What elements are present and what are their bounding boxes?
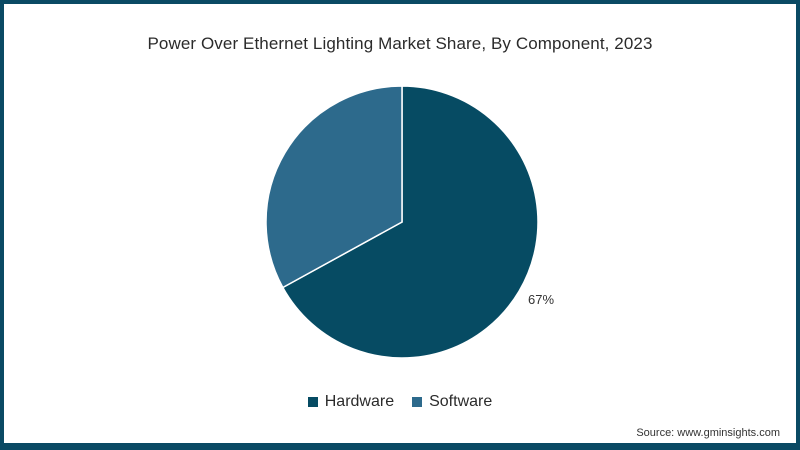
legend-label-software: Software — [429, 393, 493, 410]
pie-slice-software[interactable] — [265, 85, 403, 289]
legend-item-hardware[interactable]: Hardware — [307, 393, 395, 411]
legend-label-hardware: Hardware — [324, 393, 395, 410]
legend: Hardware Software — [0, 393, 800, 411]
pie-slice-hardware[interactable] — [281, 85, 539, 359]
hardware-swatch-icon — [307, 397, 318, 407]
pie-slices — [265, 85, 539, 359]
software-swatch-icon — [412, 397, 423, 407]
hardware-data-label: 67% — [528, 292, 554, 307]
source-note: Source: www.gminsights.com — [636, 427, 780, 439]
chart-title: Power Over Ethernet Lighting Market Shar… — [147, 34, 653, 53]
legend-item-software[interactable]: Software — [412, 393, 492, 411]
